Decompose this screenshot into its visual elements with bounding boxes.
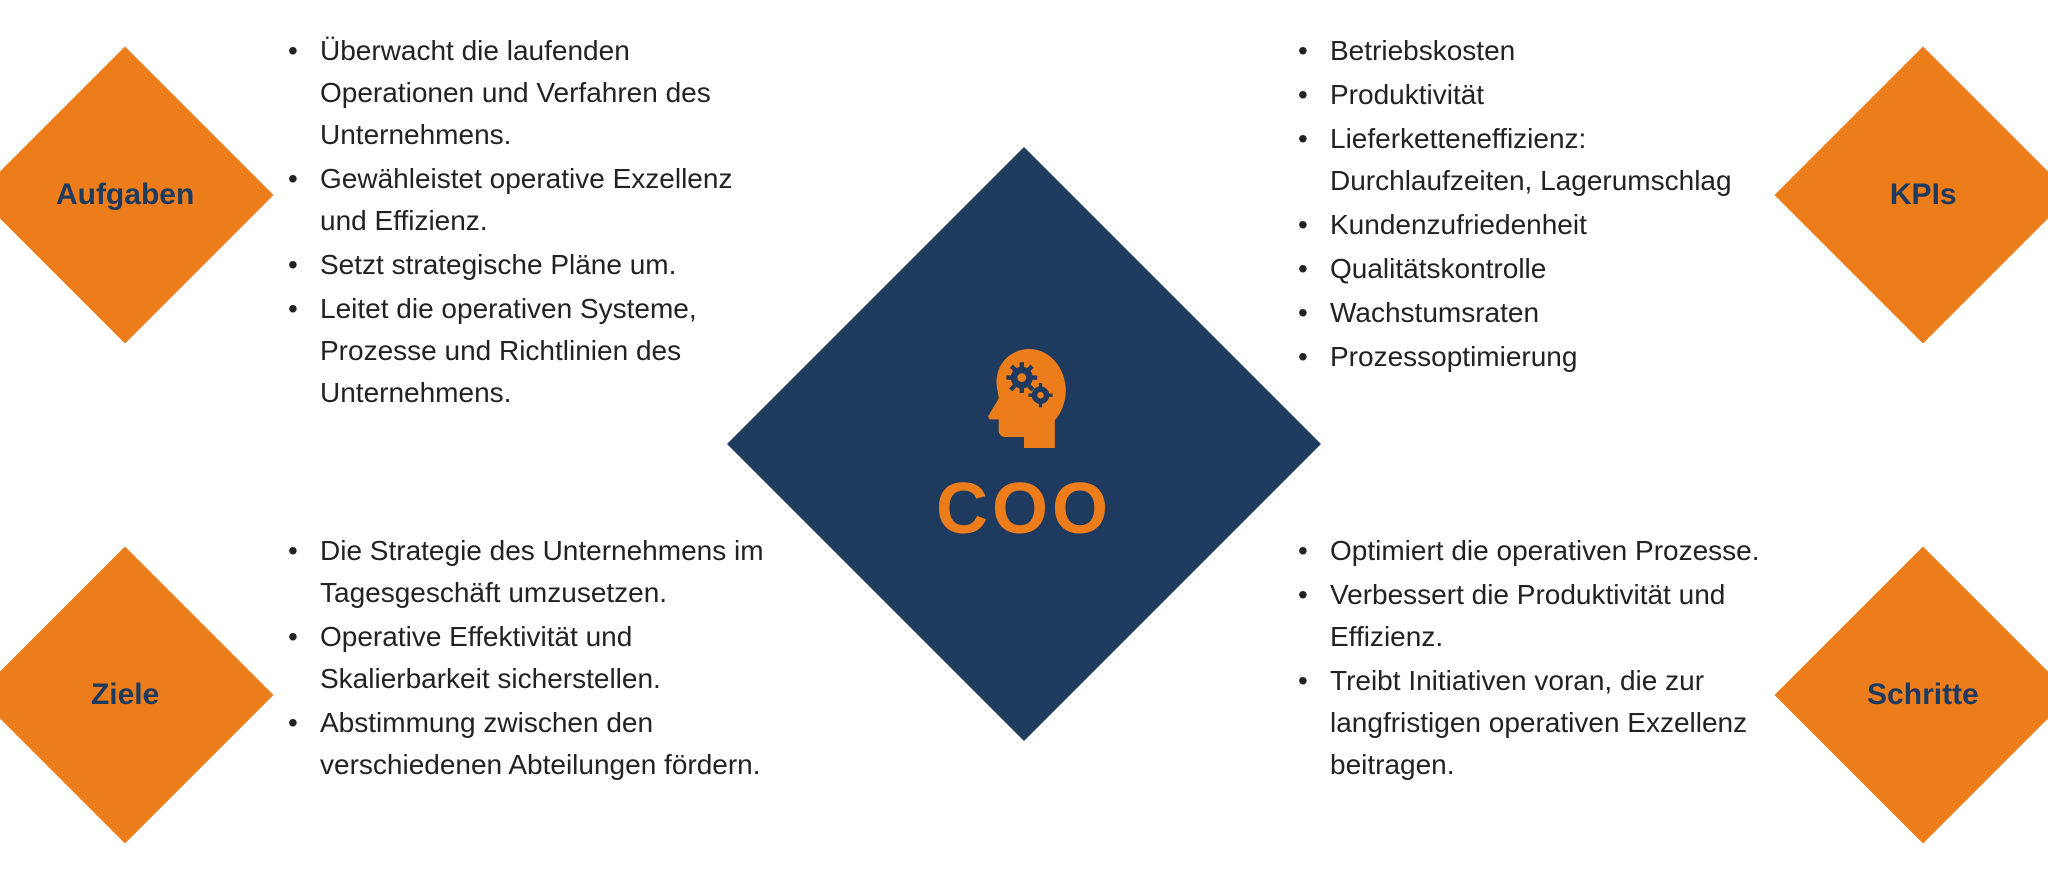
list-item: Qualitätskontrolle — [1290, 248, 1790, 290]
list-item: Gewähleistet operative Exzellenz und Eff… — [280, 158, 780, 242]
list-item: Leitet die operativen Systeme, Prozesse … — [280, 288, 780, 414]
list-item: Produktivität — [1290, 74, 1790, 116]
diamond-label-aufgaben: Aufgaben — [56, 178, 194, 212]
list-item: Optimiert die operativen Prozesse. — [1290, 530, 1810, 572]
diamond-label-kpis: KPIs — [1890, 178, 1957, 212]
diamond-schritte: Schritte — [1775, 547, 2048, 844]
diamond-label-ziele: Ziele — [91, 678, 159, 712]
list-item: Setzt strategische Pläne um. — [280, 244, 780, 286]
center-diamond: COO — [727, 147, 1321, 741]
list-aufgaben: Überwacht die laufenden Operationen und … — [280, 30, 780, 416]
list-item: Die Strategie des Unternehmens im Tagesg… — [280, 530, 780, 614]
list-ziele: Die Strategie des Unternehmens im Tagesg… — [280, 530, 780, 788]
list-item: Kundenzufriedenheit — [1290, 204, 1790, 246]
diamond-label-schritte: Schritte — [1867, 678, 1979, 712]
list-item: Lieferketteneffizienz: Durchlaufzeiten, … — [1290, 118, 1790, 202]
list-item: Operative Effektivität und Skalierbarkei… — [280, 616, 780, 700]
list-schritte: Optimiert die operativen Prozesse.Verbes… — [1290, 530, 1810, 788]
list-item: Überwacht die laufenden Operationen und … — [280, 30, 780, 156]
list-item: Betriebskosten — [1290, 30, 1790, 72]
list-item: Wachstumsraten — [1290, 292, 1790, 334]
head-gears-icon — [969, 338, 1079, 448]
list-kpis: BetriebskostenProduktivitätLieferkettene… — [1290, 30, 1790, 380]
center-content: COO — [936, 338, 1112, 550]
diamond-aufgaben: Aufgaben — [0, 47, 273, 344]
list-item: Abstimmung zwischen den verschiedenen Ab… — [280, 702, 780, 786]
diamond-kpis: KPIs — [1775, 47, 2048, 344]
list-item: Treibt Initiativen voran, die zur langfr… — [1290, 660, 1810, 786]
list-item: Verbessert die Produktivität und Effizie… — [1290, 574, 1810, 658]
diamond-ziele: Ziele — [0, 547, 273, 844]
list-item: Prozessoptimierung — [1290, 336, 1790, 378]
center-label: COO — [936, 468, 1112, 550]
